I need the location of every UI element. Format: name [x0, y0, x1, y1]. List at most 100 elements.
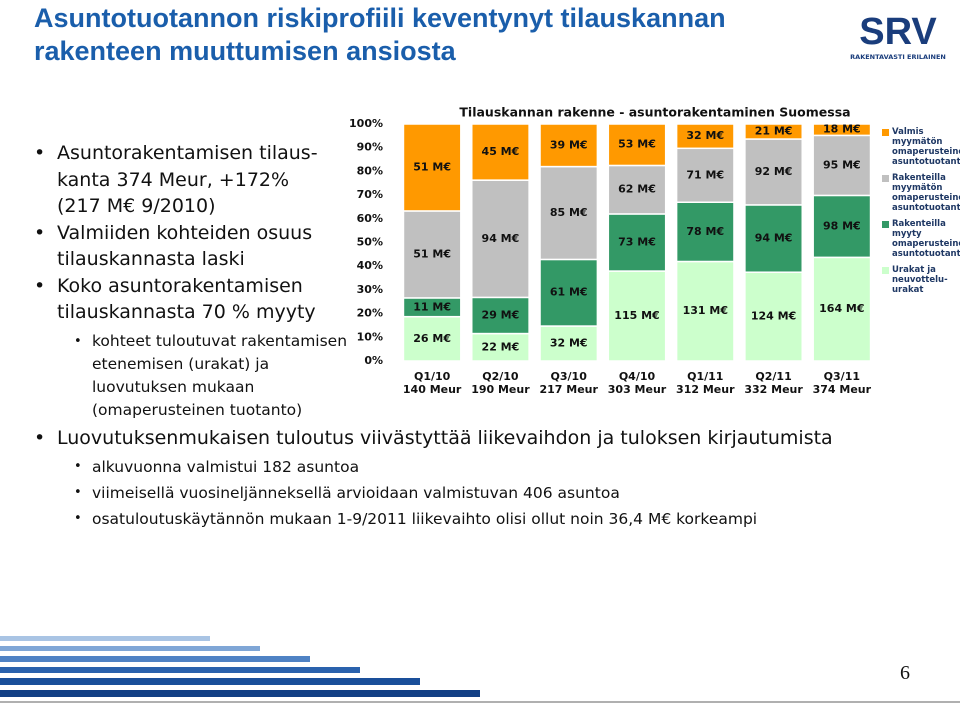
logo-name: SRV [859, 11, 937, 53]
legend-swatch [882, 175, 889, 182]
value-label: 51 M€ [413, 160, 451, 173]
value-label: 95 M€ [823, 158, 861, 171]
sub-bullet: alkuvuonna valmistui 182 asuntoa [70, 454, 934, 480]
bullet-text: Asuntorakentamisen tilaus-kanta 374 Meur… [57, 142, 318, 217]
bar-segment [812, 256, 872, 362]
y-tick-label: 0% [364, 354, 383, 367]
value-label: 39 M€ [550, 138, 588, 151]
bar-segment [607, 164, 667, 215]
value-label: 32 M€ [550, 337, 588, 350]
x-tick-sublabel: 332 Meur [744, 383, 803, 396]
x-tick-sublabel: 190 Meur [471, 383, 530, 396]
value-label: 26 M€ [413, 332, 451, 345]
value-label: 115 M€ [614, 309, 659, 322]
legend-swatch [882, 221, 889, 228]
x-tick-sublabel: 140 Meur [403, 383, 462, 396]
bullet-text: Koko asuntorakentamisen tilauskannasta 7… [57, 274, 316, 324]
bar-segment [539, 123, 599, 168]
value-label: 71 M€ [686, 168, 724, 181]
value-label: 92 M€ [755, 165, 793, 178]
bullet: Luovutuksenmukaisen tuloutus viivästyttä… [34, 425, 934, 532]
value-label: 94 M€ [482, 232, 520, 245]
bar-segment [812, 123, 872, 137]
bar-segment [402, 123, 462, 212]
value-label: 11 M€ [413, 300, 451, 313]
x-tick-label: Q4/10 [619, 370, 656, 383]
bullet-list: Asuntorakentamisen tilaus-kanta 374 Meur… [34, 140, 364, 422]
bullet: Koko asuntorakentamisen tilauskannasta 7… [34, 273, 364, 422]
bar-segment [744, 138, 804, 206]
sub-bullet: kohteet tuloutuvat rakentamisen etenemis… [70, 330, 362, 422]
value-label: 32 M€ [686, 129, 724, 142]
value-label: 164 M€ [819, 302, 864, 315]
bar-segment [675, 147, 735, 203]
slide-title: Asuntotuotannon riskiprofiili keventynyt… [34, 3, 726, 66]
value-label: 124 M€ [751, 310, 796, 323]
legend-swatch [882, 267, 889, 274]
legend-label: Rakenteilla myyty omaperusteinen asuntot… [892, 219, 960, 259]
legend-label: Valmis myymätön omaperusteinen asuntotuo… [892, 127, 960, 167]
bar-segment [812, 194, 872, 259]
x-tick-label: Q2/10 [482, 370, 519, 383]
logo-tagline: RAKENTAVASTI ERILAINEN [850, 53, 946, 61]
bullet-list: Luovutuksenmukaisen tuloutus viivästyttä… [34, 425, 934, 532]
bullet-text: Valmiiden kohteiden osuus tilauskannasta… [57, 221, 313, 271]
x-tick-label: Q1/11 [687, 370, 723, 383]
bar-segment [470, 332, 530, 362]
bullet: Valmiiden kohteiden osuus tilauskannasta… [34, 220, 364, 273]
value-label: 18 M€ [823, 123, 861, 136]
bar-segment [675, 123, 735, 150]
sub-bullet: osatuloutuskäytännön mukaan 1-9/2011 lii… [70, 506, 934, 532]
legend-item: Valmis myymätön omaperusteinen asuntotuo… [882, 127, 960, 167]
value-label: 85 M€ [550, 206, 588, 219]
bar-segment [470, 296, 530, 335]
x-tick-label: Q3/10 [551, 370, 588, 383]
sub-bullet: viimeisellä vuosineljänneksellä arvioida… [70, 480, 934, 506]
legend-item: Rakenteilla myyty omaperusteinen asuntot… [882, 219, 960, 259]
chart-title: Tilauskannan rakenne - asuntorakentamine… [459, 105, 850, 120]
bullet-text: Luovutuksenmukaisen tuloutus viivästyttä… [57, 427, 833, 449]
value-label: 131 M€ [683, 304, 728, 317]
x-tick-sublabel: 374 Meur [813, 383, 872, 396]
value-label: 94 M€ [755, 232, 793, 245]
bar-segment [402, 210, 462, 299]
page-number: 6 [900, 662, 910, 684]
bar-segment [675, 260, 735, 362]
bar-segment [744, 204, 804, 273]
bar-segment [539, 165, 599, 261]
x-tick-sublabel: 312 Meur [676, 383, 735, 396]
bullet: Asuntorakentamisen tilaus-kanta 374 Meur… [34, 140, 364, 220]
bar-segment [470, 123, 530, 181]
x-tick-label: Q3/11 [824, 370, 860, 383]
value-label: 61 M€ [550, 286, 588, 299]
value-label: 45 M€ [482, 145, 520, 158]
value-label: 29 M€ [482, 308, 520, 321]
bar-segment [607, 123, 667, 167]
x-tick-label: Q1/10 [414, 370, 451, 383]
value-label: 78 M€ [686, 225, 724, 238]
value-label: 51 M€ [413, 247, 451, 260]
bar-segment [744, 271, 804, 362]
legend-item: Rakenteilla myymätön omaperusteinen asun… [882, 173, 960, 213]
x-tick-sublabel: 303 Meur [608, 383, 667, 396]
x-tick-label: Q2/11 [755, 370, 791, 383]
bar-segment [607, 213, 667, 272]
footer-decoration [0, 636, 960, 703]
bar-segment [744, 123, 804, 140]
value-label: 73 M€ [618, 236, 656, 249]
x-tick-sublabel: 217 Meur [539, 383, 598, 396]
legend-label: Rakenteilla myymätön omaperusteinen asun… [892, 173, 960, 213]
bar-segment [470, 179, 530, 299]
bar-segment [675, 201, 735, 263]
value-label: 21 M€ [755, 125, 793, 138]
y-tick-label: 100% [349, 117, 383, 130]
value-label: 22 M€ [482, 340, 520, 353]
legend-swatch [882, 129, 889, 136]
legend: Valmis myymätön omaperusteinen asuntotuo… [882, 127, 960, 301]
legend-item: Urakat ja neuvottelu-urakat [882, 265, 960, 295]
value-label: 98 M€ [823, 219, 861, 232]
bar-segment [539, 325, 599, 362]
legend-label: Urakat ja neuvottelu-urakat [892, 265, 948, 295]
